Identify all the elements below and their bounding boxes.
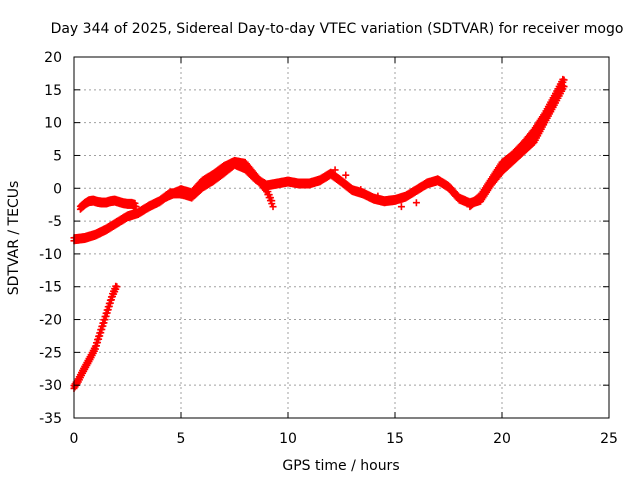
x-tick-label: 5: [177, 431, 186, 447]
data-point: [560, 76, 568, 84]
y-tick-label: 20: [44, 50, 62, 66]
data-point: [374, 192, 382, 200]
y-tick-label: -35: [39, 411, 62, 427]
x-tick-label: 20: [493, 431, 511, 447]
data-point: [113, 283, 121, 291]
data-point: [131, 199, 139, 207]
x-tick-label: 15: [386, 431, 404, 447]
data-point: [412, 199, 420, 207]
tick-labels: 0 5 10 15 20 25 -35 -30 -25 -20 -15 -10 -5 0 5 10 15 20: [39, 50, 618, 447]
data-points: [70, 75, 568, 392]
data-point: [397, 203, 405, 211]
y-tick-label: -5: [48, 214, 62, 230]
plot-frame: [73, 56, 610, 419]
y-tick-label: 0: [53, 181, 62, 197]
data-point: [261, 183, 269, 191]
y-tick-label: -20: [39, 313, 62, 329]
x-tick-label: 0: [70, 431, 79, 447]
y-tick-label: -15: [39, 280, 62, 296]
chart-title: Day 344 of 2025, Sidereal Day-to-day VTE…: [51, 21, 624, 37]
data-point: [268, 197, 276, 205]
y-tick-label: 5: [53, 148, 62, 164]
data-point: [357, 186, 365, 194]
y-tick-label: 15: [44, 83, 62, 99]
y-tick-label: 10: [44, 116, 62, 132]
y-tick-label: -25: [39, 345, 62, 361]
y-tick-label: -10: [39, 247, 62, 263]
data-point: [269, 203, 277, 211]
data-point: [331, 166, 339, 174]
x-tick-label: 10: [279, 431, 297, 447]
y-tick-label: -30: [39, 378, 62, 394]
y-axis-label: SDTVAR / TECUs: [6, 181, 22, 296]
data-point: [342, 171, 350, 179]
x-tick-label: 25: [600, 431, 618, 447]
axis-ticks: [73, 56, 610, 419]
x-axis-label: GPS time / hours: [282, 458, 399, 474]
